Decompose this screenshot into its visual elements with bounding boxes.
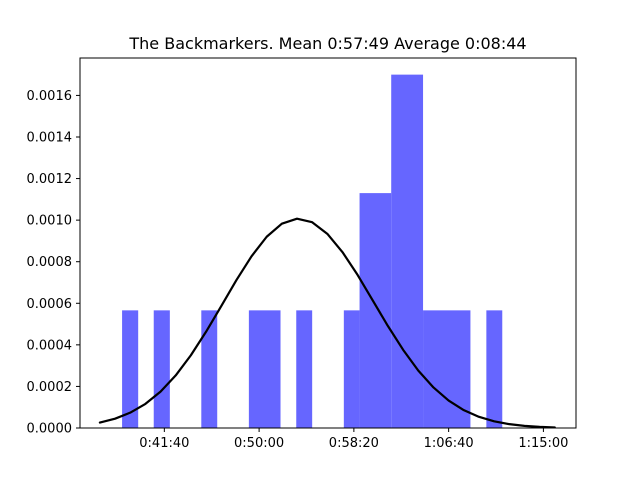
x-tick-label-1: 0:50:00 bbox=[234, 436, 284, 451]
histogram-bar-9 bbox=[486, 310, 503, 428]
y-tick-label-5: 0.0010 bbox=[27, 214, 73, 229]
y-tick-label-4: 0.0008 bbox=[27, 255, 73, 270]
y-tick-label-7: 0.0014 bbox=[27, 130, 73, 145]
y-tick-label-2: 0.0004 bbox=[27, 338, 73, 353]
plot-area bbox=[79, 57, 577, 429]
histogram-bar-4 bbox=[296, 310, 313, 428]
histogram-bars bbox=[122, 74, 503, 428]
density-curve-line bbox=[98, 217, 556, 429]
x-tick-label-2: 0:58:20 bbox=[329, 436, 379, 451]
histogram-bar-7 bbox=[391, 74, 424, 428]
y-tick-label-3: 0.0006 bbox=[27, 297, 73, 312]
y-tick-label-0: 0.0000 bbox=[27, 422, 73, 437]
x-tick-label-4: 1:15:00 bbox=[518, 436, 568, 451]
histogram-bar-1 bbox=[153, 310, 170, 428]
histogram-bar-5 bbox=[343, 310, 360, 428]
histogram-bar-6 bbox=[359, 193, 392, 428]
chart-title: The Backmarkers. Mean 0:57:49 Average 0:… bbox=[128, 34, 526, 53]
histogram-bar-2 bbox=[201, 310, 218, 428]
density-curve bbox=[98, 217, 556, 429]
y-tick-label-1: 0.0002 bbox=[27, 380, 73, 395]
y-axis: 0.0000 0.0002 0.0004 0.0006 0.0008 0.0010 0.00… bbox=[27, 89, 80, 437]
x-tick-label-3: 1:06:40 bbox=[424, 436, 474, 451]
x-tick-label-0: 0:41:40 bbox=[139, 436, 189, 451]
histogram-bar-3 bbox=[248, 310, 281, 428]
y-tick-label-8: 0.0016 bbox=[27, 89, 73, 104]
x-axis: 0:41:40 0:50:00 0:58:20 1:06:40 1:15:00 bbox=[139, 428, 568, 451]
y-tick-label-6: 0.0012 bbox=[27, 172, 73, 187]
axes-frame bbox=[79, 57, 577, 429]
histogram-bar-0 bbox=[122, 310, 139, 428]
